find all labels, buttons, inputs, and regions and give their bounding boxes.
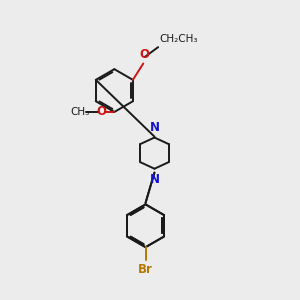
- Text: O: O: [140, 48, 150, 61]
- Text: O: O: [96, 106, 106, 118]
- Text: Br: Br: [138, 262, 153, 276]
- Text: N: N: [149, 121, 160, 134]
- Text: N: N: [149, 172, 160, 186]
- Text: CH₃: CH₃: [71, 107, 90, 117]
- Text: CH₂CH₃: CH₂CH₃: [160, 34, 198, 44]
